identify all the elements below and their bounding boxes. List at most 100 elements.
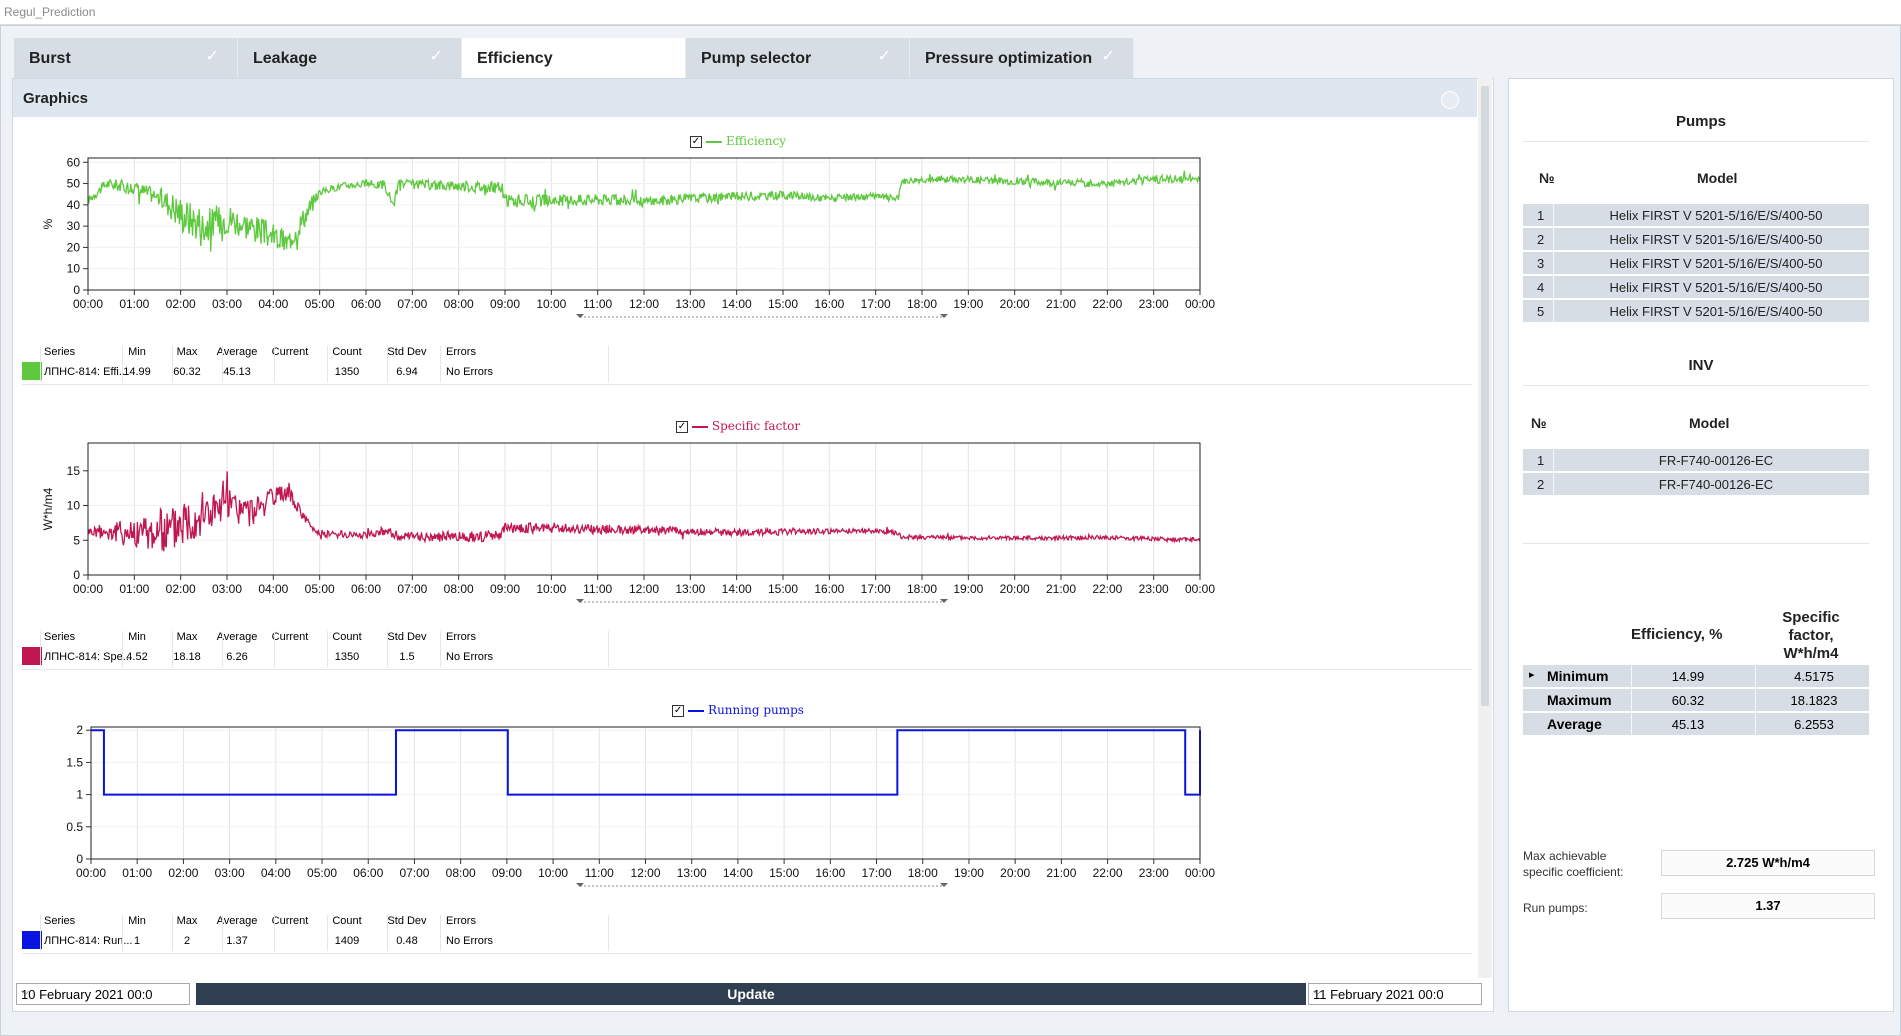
tab-pump-selector[interactable]: Pump selector ✓ xyxy=(686,38,910,78)
tab-efficiency[interactable]: Efficiency✓ xyxy=(462,38,686,78)
pump-row[interactable]: 3 Helix FIRST V 5201-5/16/E/S/400-50 xyxy=(1523,252,1869,274)
stats-separator xyxy=(440,631,441,667)
x-tick-label: 00:00 xyxy=(1185,297,1215,311)
scrollbar-thumb[interactable] xyxy=(1481,86,1489,706)
summary-efficiency: 45.13 xyxy=(1671,717,1705,732)
x-tick-label: 09:00 xyxy=(490,582,520,596)
summary-row[interactable]: Average 45.13 6.2553 xyxy=(1523,713,1869,735)
chevron-down-icon: ⌵ xyxy=(1313,986,1322,998)
summary-col-specific: Specific factor, W*h/m4 xyxy=(1761,609,1861,663)
specific-factor-series-line xyxy=(87,471,1201,552)
row-number: 5 xyxy=(1537,304,1545,319)
y-tick-label: 0.5 xyxy=(66,820,83,834)
tab-bar: Burst✓ Leakage✓ Efficiency✓ Pump selecto… xyxy=(14,38,1134,78)
collapse-icon[interactable] xyxy=(1441,91,1459,109)
summary-row[interactable]: Maximum 60.32 18.1823 xyxy=(1523,689,1869,711)
pump-row[interactable]: 2 Helix FIRST V 5201-5/16/E/S/400-50 xyxy=(1523,228,1869,250)
chevron-down-icon: ⌵ xyxy=(21,986,30,998)
tab-label: Leakage xyxy=(253,50,318,67)
y-axis-label: W*h/m4 xyxy=(41,487,55,530)
stats-header-max: Max xyxy=(176,631,198,643)
row-model: Helix FIRST V 5201-5/16/E/S/400-50 xyxy=(1609,208,1823,223)
specific-factor-plot[interactable]: 00:00 01:00 02:00 03:00 04:00 05:00 06:00 07:00… xyxy=(18,435,1478,645)
max-coefficient-value: 2.725 W*h/m4 xyxy=(1661,850,1875,876)
tab-burst[interactable]: Burst ✓ xyxy=(14,38,238,78)
summary-col-specific-line3: W*h/m4 xyxy=(1783,645,1839,662)
check-icon: ✓ xyxy=(877,48,891,65)
x-tick-label: 21:00 xyxy=(1046,297,1076,311)
summary-label: Average xyxy=(1547,716,1602,732)
stats-value-stddev: 0.48 xyxy=(396,935,418,947)
x-tick-label: 17:00 xyxy=(861,297,891,311)
inv-row[interactable]: 2 FR-F740-00126-EC xyxy=(1523,473,1869,495)
pump-row[interactable]: 5 Helix FIRST V 5201-5/16/E/S/400-50 xyxy=(1523,300,1869,322)
x-tick-label: 16:00 xyxy=(814,582,844,596)
x-tick-label: 04:00 xyxy=(258,582,288,596)
range-handle-left-icon[interactable] xyxy=(576,883,584,887)
row-model: Helix FIRST V 5201-5/16/E/S/400-50 xyxy=(1609,280,1823,295)
date-from-picker[interactable]: 10 February 2021 00:0 ⌵ xyxy=(16,983,190,1005)
stats-separator xyxy=(327,346,328,382)
x-tick-label: 22:00 xyxy=(1092,582,1122,596)
graphics-scrollbar[interactable] xyxy=(1478,78,1492,978)
summary-row[interactable]: ▸ Minimum 14.99 4.5175 xyxy=(1523,665,1869,687)
title-bar: Regul_Prediction xyxy=(0,0,1901,25)
stats-value-stddev: 1.5 xyxy=(399,651,415,663)
y-tick-label: 0 xyxy=(76,852,83,866)
stats-separator xyxy=(122,915,123,951)
x-tick-label: 00:00 xyxy=(73,297,103,311)
summary-col-specific-line1: Specific xyxy=(1782,609,1840,626)
tab-label: Efficiency xyxy=(477,50,553,67)
y-tick-label: 1 xyxy=(76,788,83,802)
row-separator xyxy=(1755,665,1756,687)
series-color-swatch xyxy=(22,647,42,665)
y-tick-label: 50 xyxy=(67,177,81,191)
date-to-value: 11 February 2021 00:0 xyxy=(1313,987,1444,1002)
date-to-picker[interactable]: 11 February 2021 00:0 ⌵ xyxy=(1308,983,1482,1005)
x-tick-label: 14:00 xyxy=(722,582,752,596)
max-coefficient-label-1: Max achievable xyxy=(1523,849,1607,863)
inv-row[interactable]: 1 FR-F740-00126-EC xyxy=(1523,449,1869,471)
running-pumps-legend-checkbox[interactable]: ✓ xyxy=(672,704,685,717)
stats-separator xyxy=(40,346,41,382)
pump-row[interactable]: 4 Helix FIRST V 5201-5/16/E/S/400-50 xyxy=(1523,276,1869,298)
stats-header-current: Current xyxy=(271,346,309,358)
range-handle-right-icon[interactable] xyxy=(940,314,948,318)
x-tick-label: 10:00 xyxy=(538,866,568,880)
stats-header-average: Average xyxy=(216,915,258,927)
x-tick-label: 02:00 xyxy=(166,297,196,311)
row-model: Helix FIRST V 5201-5/16/E/S/400-50 xyxy=(1609,304,1823,319)
tab-leakage[interactable]: Leakage ✓ xyxy=(238,38,462,78)
stats-header-series: Series xyxy=(44,915,76,927)
stats-header-count: Count xyxy=(332,915,362,927)
y-tick-label: 5 xyxy=(73,533,80,547)
range-handle-left-icon[interactable] xyxy=(576,314,584,318)
running-pumps-legend: ✓ Running pumps xyxy=(18,703,1458,717)
row-separator xyxy=(1553,228,1554,250)
efficiency-plot[interactable]: 00:00 01:00 02:00 03:00 04:00 05:00 06:00 07:00… xyxy=(18,150,1478,360)
x-tick-label: 12:00 xyxy=(629,582,659,596)
pump-row[interactable]: 1 Helix FIRST V 5201-5/16/E/S/400-50 xyxy=(1523,204,1869,226)
row-pointer-icon: ▸ xyxy=(1529,669,1535,681)
x-tick-label: 12:00 xyxy=(630,866,660,880)
stats-value-count: 1350 xyxy=(334,651,360,663)
x-tick-label: 11:00 xyxy=(583,297,612,311)
running-pumps-plot[interactable]: 00:00 01:00 02:00 03:00 04:00 05:00 06:00 07:00… xyxy=(18,719,1478,929)
y-tick-label: 40 xyxy=(67,198,81,212)
range-handle-right-icon[interactable] xyxy=(940,599,948,603)
divider xyxy=(1523,543,1869,544)
stats-value-errors: No Errors xyxy=(446,651,494,663)
range-handle-right-icon[interactable] xyxy=(940,883,948,887)
efficiency-legend-checkbox[interactable]: ✓ xyxy=(689,135,702,148)
x-tick-label: 21:00 xyxy=(1046,866,1076,880)
x-tick-label: 01:00 xyxy=(119,582,149,596)
stats-header-count: Count xyxy=(332,631,362,643)
update-button[interactable]: Update xyxy=(196,983,1306,1005)
tab-pressure-optimization[interactable]: Pressure optimization ✓ xyxy=(910,38,1134,78)
x-tick-label: 12:00 xyxy=(629,297,659,311)
range-handle-left-icon[interactable] xyxy=(576,599,584,603)
specific-factor-legend-checkbox[interactable]: ✓ xyxy=(675,420,688,433)
x-tick-label: 17:00 xyxy=(862,866,892,880)
row-number: 2 xyxy=(1537,477,1545,492)
max-coefficient-label-2: specific coefficient: xyxy=(1523,865,1624,879)
